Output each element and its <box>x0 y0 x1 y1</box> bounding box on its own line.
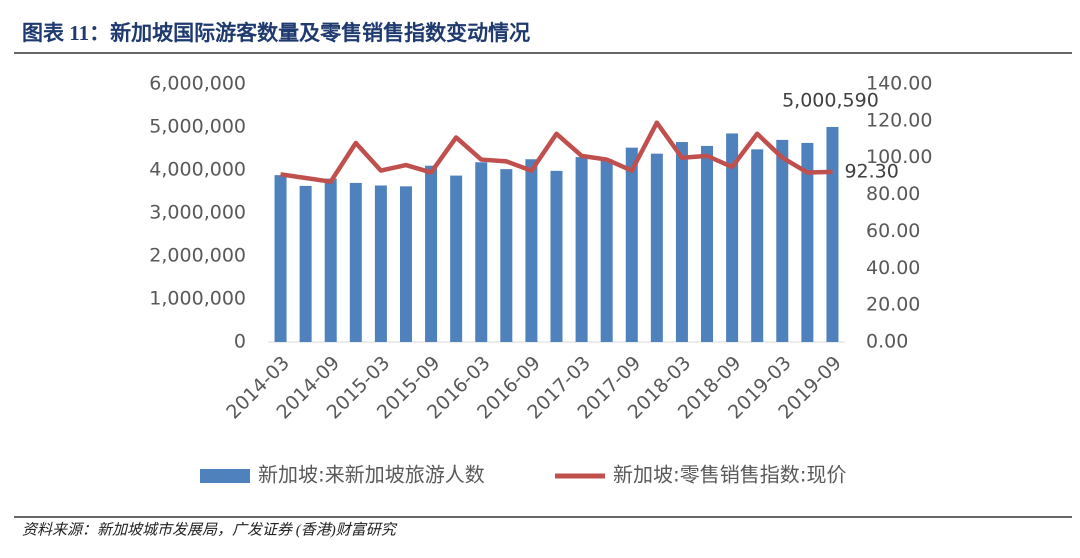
y-tick-label: 5,000,000 <box>149 116 246 138</box>
bar <box>675 142 688 342</box>
bar <box>500 169 513 342</box>
y2-tick-label: 140.00 <box>866 73 932 95</box>
y2-tick-label: 40.00 <box>866 257 920 279</box>
y-tick-label: 4,000,000 <box>149 159 246 181</box>
chart-title: 图表 11：新加坡国际游客数量及零售销售指数变动情况 <box>22 21 530 45</box>
bar <box>399 186 412 342</box>
y2-tick-label: 20.00 <box>866 294 920 316</box>
bar <box>450 175 463 342</box>
bar <box>801 142 814 342</box>
legend-swatch <box>200 469 250 483</box>
bar <box>299 185 312 342</box>
bar <box>726 133 739 342</box>
y-tick-label: 0 <box>234 331 246 353</box>
bar <box>274 175 287 342</box>
y-tick-label: 3,000,000 <box>149 202 246 224</box>
bar <box>349 182 362 342</box>
data-label: 5,000,590 <box>782 89 879 111</box>
bar <box>600 159 613 342</box>
y-tick-label: 6,000,000 <box>149 73 246 95</box>
legend-label: 新加坡:来新加坡旅游人数 <box>258 463 485 487</box>
bar <box>475 162 488 342</box>
bar <box>650 153 663 342</box>
bar <box>374 185 387 342</box>
bar <box>776 139 789 342</box>
bar <box>550 170 563 342</box>
y2-tick-label: 120.00 <box>866 109 932 131</box>
y2-tick-label: 60.00 <box>866 220 920 242</box>
source: 资料来源：新加坡城市发展局，广发证券 (香港)财富研究 <box>22 521 398 538</box>
legend-label: 新加坡:零售销售指数:现价 <box>613 463 846 487</box>
y-tick-label: 1,000,000 <box>149 288 246 310</box>
y-tick-label: 2,000,000 <box>149 245 246 267</box>
bar <box>826 126 839 342</box>
bar <box>425 165 438 342</box>
bar <box>525 159 538 342</box>
y2-tick-label: 0.00 <box>866 331 908 353</box>
bar <box>701 145 714 342</box>
line <box>280 120 833 184</box>
bar <box>751 149 764 342</box>
bar <box>575 157 588 342</box>
bar <box>625 147 638 342</box>
data-label: 92.30 <box>844 160 898 182</box>
y2-tick-label: 80.00 <box>866 183 920 205</box>
bar <box>324 178 337 342</box>
y2-tick-label: 100.00 <box>866 146 932 168</box>
